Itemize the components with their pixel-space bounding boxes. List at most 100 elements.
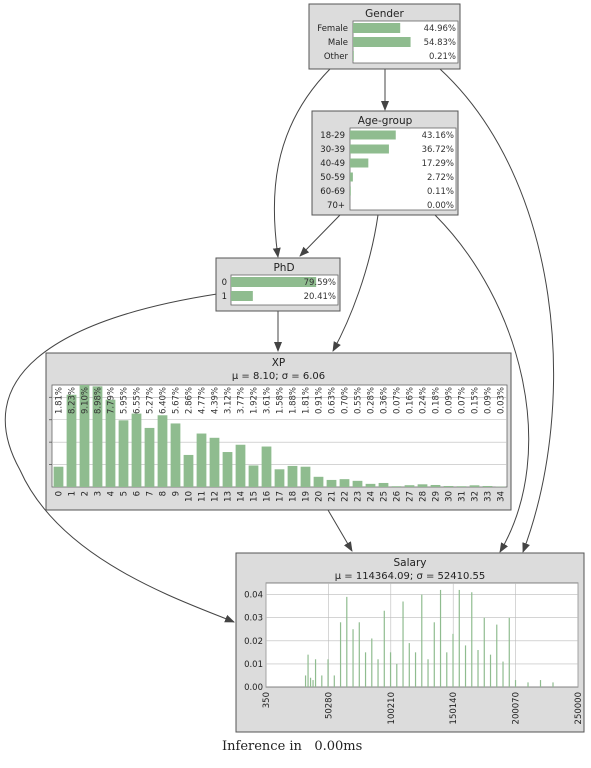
xp-x-tick-label: 3 <box>94 491 104 496</box>
age-state-label: 30-39 <box>320 145 345 155</box>
xp-bar-percent: 8.98% <box>94 387 104 414</box>
xp-x-tick-label: 28 <box>419 491 429 502</box>
xp-bar-percent: 0.15% <box>471 387 481 414</box>
xp-bar-percent: 0.24% <box>419 387 429 414</box>
xp-bar-percent: 4.77% <box>198 387 208 414</box>
xp-x-tick-label: 10 <box>185 491 195 502</box>
age-percent: 2.72% <box>427 173 454 183</box>
xp-bar <box>443 485 454 487</box>
edge-age-phd <box>299 214 341 257</box>
salary-y-tick-label: 0.02 <box>244 637 263 647</box>
xp-bar-percent: 6.55% <box>133 387 143 414</box>
salary-x-tick-label: 50280 <box>324 692 334 719</box>
xp-bar <box>430 484 441 487</box>
xp-bar-percent: 4.39% <box>211 387 221 414</box>
gender-bar <box>353 51 354 61</box>
gender-percent: 54.83% <box>424 38 456 48</box>
xp-x-tick-label: 8 <box>159 491 169 496</box>
xp-bar-percent: 0.16% <box>406 387 416 414</box>
xp-bar <box>209 437 220 487</box>
xp-bar-percent: 0.36% <box>380 387 390 414</box>
xp-x-tick-label: 20 <box>315 491 325 502</box>
xp-bar <box>183 454 194 487</box>
xp-bar <box>287 465 298 487</box>
gender-state-label: Female <box>317 24 348 34</box>
edge-gender-salary <box>439 68 554 553</box>
xp-bar <box>144 427 155 487</box>
xp-bar-percent: 0.09% <box>484 387 494 414</box>
xp-bar <box>170 423 181 487</box>
xp-bar <box>378 482 389 487</box>
edge-age-xp <box>332 214 379 352</box>
xp-bar <box>404 485 415 487</box>
xp-x-tick-label: 19 <box>302 491 312 502</box>
xp-bar-percent: 0.03% <box>497 387 507 414</box>
xp-x-tick-label: 26 <box>393 491 403 502</box>
salary-y-tick-label: 0.00 <box>244 683 263 693</box>
xp-bar <box>352 480 363 487</box>
xp-bar-percent: 0.63% <box>328 387 338 414</box>
age-state-label: 50-59 <box>320 173 345 183</box>
xp-x-tick-label: 9 <box>172 491 182 496</box>
xp-x-tick-label: 0 <box>55 491 65 496</box>
node-phd[interactable]: PhD 0 79.59% 1 20.41% <box>215 257 341 312</box>
age-state-label: 40-49 <box>320 159 345 169</box>
xp-bar-percent: 8.23% <box>68 387 78 414</box>
xp-x-tick-label: 22 <box>341 491 351 502</box>
xp-bar-percent: 7.79% <box>107 387 117 414</box>
salary-y-tick-label: 0.01 <box>244 660 263 670</box>
node-salary[interactable]: Salary μ = 114364.09; σ = 52410.55 0.00 0… <box>235 552 585 733</box>
xp-bar <box>417 484 428 487</box>
xp-bar <box>248 465 259 487</box>
node-xp[interactable]: XP μ = 8.10; σ = 6.06 1.81% 0 8.23% 1 9.10% 2… <box>45 352 512 511</box>
phd-bar <box>231 291 253 301</box>
phd-state-label: 1 <box>222 292 227 302</box>
phd-percent: 79.59% <box>304 278 336 288</box>
node-xp-subtitle: μ = 8.10; σ = 6.06 <box>232 371 325 382</box>
xp-bar-percent: 3.12% <box>224 387 234 414</box>
xp-bar <box>261 446 272 487</box>
xp-bar <box>274 469 285 487</box>
xp-bar-percent: 1.81% <box>302 387 312 414</box>
xp-bar-percent: 2.86% <box>185 387 195 414</box>
xp-bar-percent: 1.92% <box>250 387 260 414</box>
salary-x-tick-label: 200070 <box>512 692 522 724</box>
node-age-group-plot <box>349 127 457 211</box>
xp-x-tick-label: 24 <box>367 491 377 502</box>
edges <box>4 68 554 623</box>
xp-bar-percent: 0.91% <box>315 387 325 414</box>
age-state-label: 18-29 <box>320 131 345 141</box>
node-gender[interactable]: Gender Female 44.96% Male 54.83% Other 0.21% <box>308 3 461 70</box>
age-bar <box>350 130 396 140</box>
xp-bar <box>326 479 337 487</box>
xp-bar <box>66 394 77 487</box>
inference-time: Inference in 0.00ms <box>222 739 362 754</box>
xp-bar <box>469 485 480 487</box>
phd-state-label: 0 <box>222 278 227 288</box>
xp-bar-percent: 5.27% <box>146 387 156 414</box>
phd-bar <box>231 277 317 287</box>
gender-bar <box>353 37 411 47</box>
inference-time-label: Inference in <box>222 739 302 754</box>
xp-bar <box>482 485 493 487</box>
xp-bar <box>456 486 467 487</box>
node-age-group-title: Age-group <box>358 115 413 127</box>
xp-x-tick-label: 31 <box>458 491 468 502</box>
edge-age-salary <box>434 214 530 553</box>
gender-state-label: Other <box>324 52 349 62</box>
xp-x-tick-label: 30 <box>445 491 455 502</box>
xp-bar-percent: 5.67% <box>172 387 182 414</box>
xp-bar-percent: 0.09% <box>445 387 455 414</box>
xp-x-tick-label: 29 <box>432 491 442 502</box>
node-age-group[interactable]: Age-group 18-29 43.16% 30-39 36.72% 40-49 17.… <box>311 110 459 216</box>
xp-x-tick-label: 12 <box>211 491 221 502</box>
xp-bar <box>196 433 207 487</box>
xp-x-tick-label: 1 <box>68 491 78 496</box>
xp-bar-percent: 0.55% <box>354 387 364 414</box>
xp-bar-percent: 9.10% <box>81 387 91 414</box>
xp-bar <box>157 415 168 487</box>
xp-x-tick-label: 27 <box>406 491 416 502</box>
edge-gender-phd <box>272 68 331 258</box>
xp-x-tick-label: 33 <box>484 491 494 502</box>
age-percent: 43.16% <box>422 131 454 141</box>
